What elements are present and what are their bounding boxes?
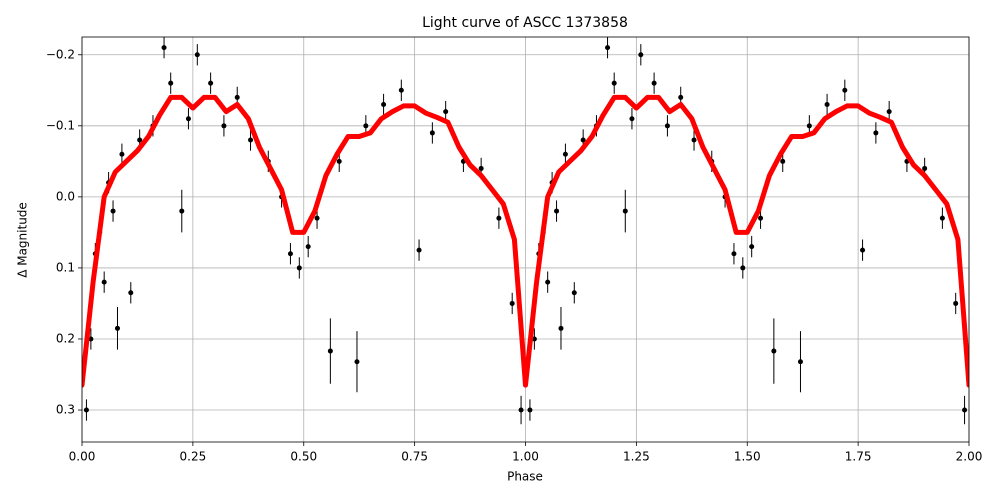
data-point [545, 279, 551, 285]
data-point [194, 52, 200, 58]
data-point [873, 130, 879, 136]
data-point [939, 215, 945, 221]
data-point [749, 244, 755, 250]
data-point [119, 151, 125, 157]
data-point [221, 123, 227, 129]
data-point [398, 87, 404, 93]
data-point [363, 123, 369, 129]
data-point [381, 102, 387, 107]
x-tick-label: 1.25 [623, 450, 650, 464]
data-point [664, 123, 670, 129]
data-point [780, 158, 786, 164]
chart-title: Light curve of ASCC 1373858 [422, 15, 628, 31]
data-point [527, 407, 533, 413]
data-point [137, 137, 143, 143]
data-point [691, 137, 697, 143]
data-point [922, 165, 928, 171]
data-point [571, 290, 577, 296]
x-axis-label: Phase [507, 470, 543, 484]
data-point [518, 407, 524, 413]
data-point [496, 215, 502, 221]
data-point [336, 158, 342, 164]
data-point [168, 80, 174, 86]
plot-area [82, 37, 969, 425]
data-point [806, 123, 812, 129]
data-point [305, 244, 311, 250]
data-point [611, 80, 617, 86]
data-point [638, 52, 644, 58]
data-point [234, 94, 240, 100]
data-point [114, 325, 120, 331]
y-tick-label: 0.2 [56, 331, 75, 345]
data-point [327, 348, 333, 354]
data-point [416, 247, 422, 253]
plot-frame [81, 36, 970, 443]
data-point [83, 407, 89, 413]
data-point [629, 116, 635, 122]
data-point [248, 137, 254, 143]
x-tick-label: 0.25 [180, 450, 207, 464]
x-tick-label: 1.00 [512, 450, 539, 464]
data-point [208, 80, 214, 86]
y-axis-label: Δ Magnitude [16, 202, 30, 278]
data-point [110, 208, 116, 214]
data-point [443, 109, 449, 115]
y-tick-label: −0.1 [46, 118, 75, 132]
data-point [605, 45, 611, 51]
data-point [101, 279, 107, 285]
data-point [296, 265, 302, 271]
data-point [558, 325, 564, 331]
data-point [554, 208, 560, 214]
data-point [797, 359, 803, 365]
data-point [758, 215, 764, 221]
data-point [824, 102, 830, 107]
data-point [740, 265, 746, 271]
x-tick-label: 2.00 [956, 450, 983, 464]
data-point [651, 80, 657, 86]
data-point [314, 215, 320, 221]
data-point [429, 130, 435, 136]
data-point [886, 109, 892, 115]
model-line [82, 94, 969, 388]
data-point [860, 247, 866, 253]
data-point [354, 359, 360, 365]
data-point [509, 300, 515, 306]
data-point [678, 94, 684, 100]
data-point [622, 208, 628, 214]
data-point [185, 116, 191, 122]
data-point [771, 348, 777, 354]
data-point [478, 165, 484, 171]
data-point [962, 407, 968, 413]
y-tick-label: −0.2 [46, 47, 75, 61]
data-point [731, 251, 737, 257]
x-tick-label: 0.75 [401, 450, 428, 464]
y-tick-label: 0.0 [56, 189, 75, 203]
x-tick-label: 1.50 [734, 450, 761, 464]
data-point [179, 208, 185, 214]
data-point [580, 137, 586, 143]
y-tick-label: 0.3 [56, 403, 75, 417]
data-point [842, 87, 848, 93]
data-point [161, 45, 167, 51]
x-tick-label: 0.50 [290, 450, 317, 464]
x-tick-label: 0.00 [69, 450, 96, 464]
data-point [953, 300, 959, 306]
data-point [128, 290, 134, 296]
data-point [562, 151, 568, 157]
x-tick-label: 1.75 [845, 450, 872, 464]
data-point [287, 251, 293, 257]
y-tick-label: 0.1 [56, 260, 75, 274]
